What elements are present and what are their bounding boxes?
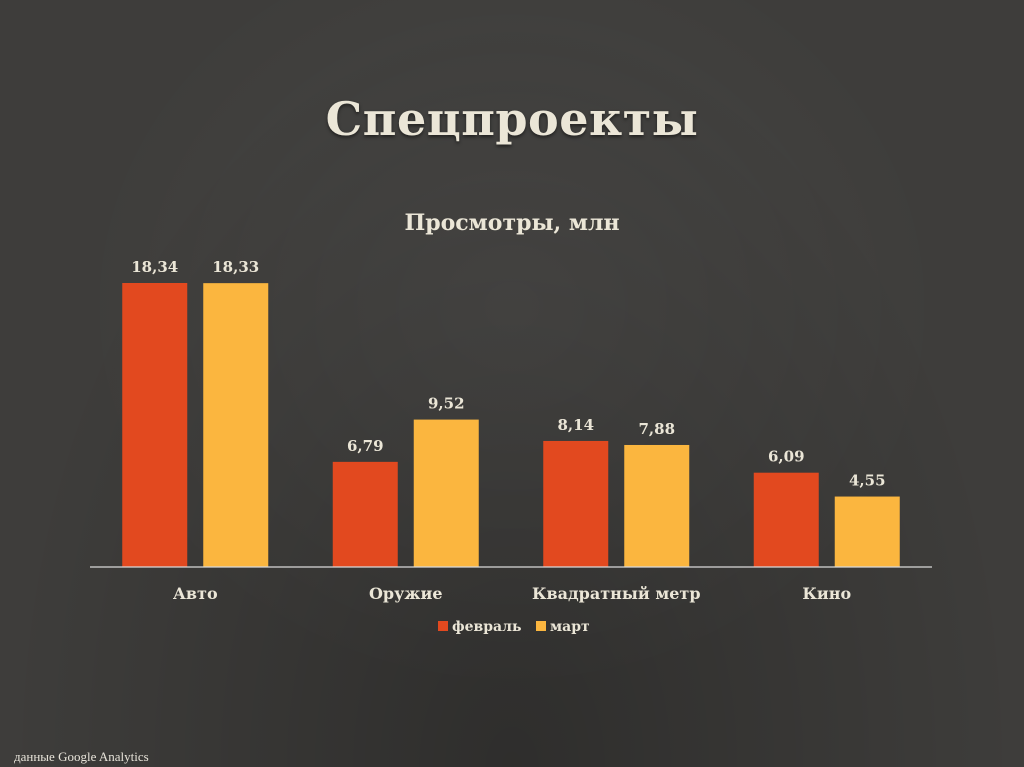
bar-март-0 bbox=[203, 283, 269, 567]
legend-swatch-февраль bbox=[438, 621, 448, 631]
source-name: Google Analytics bbox=[58, 749, 149, 764]
data-label-март-0: 18,33 bbox=[212, 258, 259, 276]
legend-label-март: март bbox=[550, 619, 590, 635]
data-label-март-1: 9,52 bbox=[428, 395, 465, 413]
bar-март-3 bbox=[834, 496, 900, 567]
legend-swatch-март bbox=[536, 621, 546, 631]
data-label-февраль-3: 6,09 bbox=[768, 448, 805, 466]
category-label-3: Кино bbox=[802, 584, 851, 603]
legend: февраль март bbox=[438, 619, 590, 635]
category-labels-group: Авто Оружие Квадратный метр Кино bbox=[173, 584, 852, 603]
bar-февраль-0 bbox=[122, 283, 188, 567]
data-label-март-2: 7,88 bbox=[638, 420, 675, 438]
category-label-1: Оружие bbox=[369, 584, 443, 603]
legend-label-февраль: февраль bbox=[452, 619, 522, 635]
bars-group bbox=[122, 283, 900, 567]
data-labels-group: 18,34 18,33 6,79 9,52 8,14 7,88 6,09 4,55 bbox=[131, 258, 885, 490]
data-label-февраль-2: 8,14 bbox=[557, 416, 594, 434]
bar-март-1 bbox=[413, 419, 479, 567]
slide-title: Спецпроекты bbox=[325, 92, 699, 146]
data-label-февраль-0: 18,34 bbox=[131, 258, 178, 276]
data-label-март-3: 4,55 bbox=[849, 472, 886, 490]
data-label-февраль-1: 6,79 bbox=[347, 437, 384, 455]
bar-февраль-1 bbox=[332, 461, 398, 567]
category-label-0: Авто bbox=[173, 584, 218, 603]
chart-title: Просмотры, млн bbox=[404, 210, 619, 236]
bar-март-2 bbox=[624, 444, 690, 567]
source-prefix: данные bbox=[14, 749, 55, 764]
bar-февраль-3 bbox=[753, 472, 819, 567]
source-note: данные Google Analytics bbox=[14, 749, 149, 765]
category-label-2: Квадратный метр bbox=[532, 584, 701, 603]
bar-февраль-2 bbox=[543, 440, 609, 567]
